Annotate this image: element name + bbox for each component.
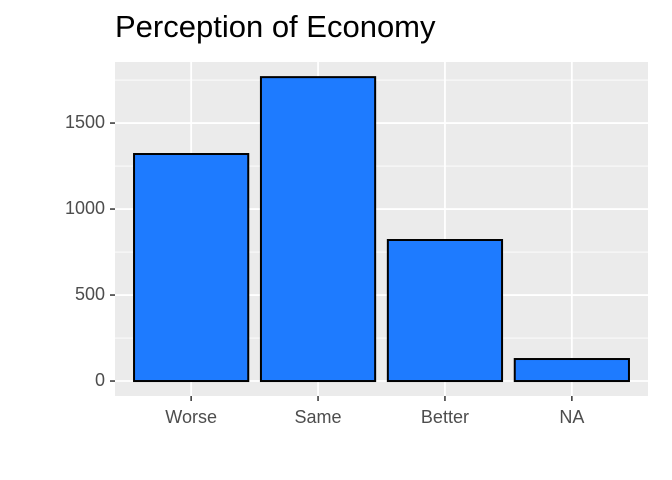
chart-title: Perception of Economy [115, 9, 436, 44]
bar [133, 153, 250, 383]
y-tick-label: 500 [75, 284, 105, 304]
x-tick-label: Worse [165, 407, 217, 427]
bar [259, 76, 377, 383]
y-tick-label: 1500 [65, 112, 105, 132]
x-tick-label: NA [559, 407, 584, 427]
bar [513, 358, 630, 383]
x-tick-label: Same [295, 407, 342, 427]
y-tick-label: 0 [95, 370, 105, 390]
x-tick-label: Better [421, 407, 469, 427]
bar [386, 239, 504, 383]
y-tick-label: 1000 [65, 198, 105, 218]
